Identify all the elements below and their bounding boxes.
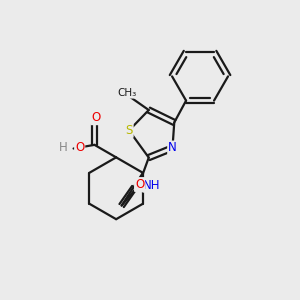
Text: H: H [59,141,68,154]
Text: O: O [135,178,144,191]
Text: N: N [168,142,177,154]
Text: O: O [75,141,84,154]
Text: O: O [91,111,101,124]
Text: S: S [125,124,133,137]
Text: CH₃: CH₃ [117,88,136,98]
Text: NH: NH [143,179,160,192]
